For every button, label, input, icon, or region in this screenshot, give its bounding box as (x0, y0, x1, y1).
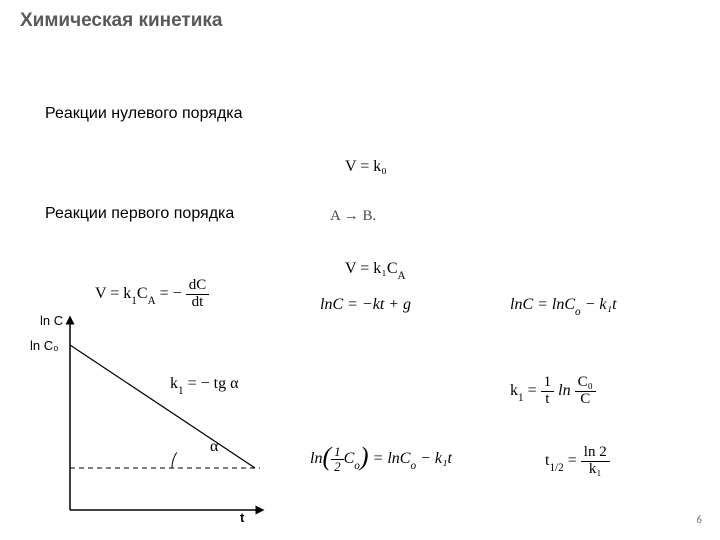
k1-f2-num: C₀ (575, 375, 596, 392)
thalf-den: k₁ (581, 462, 610, 478)
k1-sub: 1 (518, 392, 524, 404)
slope-post: = − tg α (184, 375, 239, 392)
eq-integrated-1: lnC = −kt + g (320, 296, 411, 314)
slope-sub: 1 (178, 385, 184, 397)
diff-eq: = − (156, 285, 186, 302)
paren-l: ( (322, 442, 331, 471)
thalf-eq: = (564, 452, 581, 469)
eq-reaction-scheme: A → B. (330, 208, 376, 225)
rate-lhs: V = k₁C (345, 260, 398, 277)
half-sub2: o (410, 460, 416, 472)
int2-pre: lnC = lnC (510, 296, 575, 313)
diff-sub1: 1 (131, 295, 137, 307)
eq-zero-order-rate: V = k₀ (345, 158, 387, 176)
half-frac: 12 (331, 445, 344, 473)
eq-half-derivation: ln(12Co) = lnCo − k₁t (310, 445, 452, 473)
diff-num: dC (186, 278, 210, 295)
half-post: − k₁t (416, 450, 452, 467)
k1-f2-den: C (575, 392, 596, 408)
slide-root: Химическая кинетика Реакции нулевого пор… (0, 0, 720, 540)
slope-pre: k (170, 375, 178, 392)
angle-arc (172, 452, 177, 468)
diff-sub2: A (148, 295, 156, 307)
k1-ln: ln (554, 382, 574, 399)
page-number: 6 (696, 513, 702, 526)
diff-lhs: V = k (95, 285, 131, 302)
thalf-frac: ln 2k₁ (581, 445, 610, 478)
angle-label: α (210, 438, 218, 456)
k1-pre: k (510, 382, 518, 399)
k1-f1-num: 1 (541, 375, 555, 392)
k1-mid: = (524, 382, 541, 399)
half-pre: ln (310, 450, 322, 467)
eq-first-order-rate: V = k₁CA (345, 260, 406, 280)
k1-f1-den: t (541, 392, 555, 408)
int2-sub: o (575, 306, 581, 318)
half-den: 2 (331, 460, 344, 474)
rate-sub: A (398, 270, 406, 282)
heading-zero-order: Реакции нулевого порядка (45, 105, 243, 123)
diff-frac: dCdt (186, 278, 210, 311)
half-mid: C (344, 450, 355, 467)
x-axis-label: t (240, 510, 244, 525)
int2-post: − k₁t (581, 296, 617, 313)
eq-slope: k1 = − tg α (170, 375, 238, 395)
eq-rate-differential: V = k1CA = − dCdt (95, 278, 209, 311)
paren-r: ) (360, 442, 369, 471)
thalf-num: ln 2 (581, 445, 610, 462)
slide-title: Химическая кинетика (20, 10, 223, 32)
k1-frac2: C₀C (575, 375, 596, 408)
eq-half-life: t1/2 = ln 2k₁ (545, 445, 610, 478)
diff-mid: C (137, 285, 148, 302)
heading-first-order: Реакции первого порядка (45, 205, 234, 223)
diff-den: dt (186, 295, 210, 311)
eq-k1-solved: k1 = 1t ln C₀C (510, 375, 596, 408)
half-eq: = lnC (369, 450, 411, 467)
k1-frac1: 1t (541, 375, 555, 408)
plot-line (70, 345, 255, 468)
half-num: 1 (331, 445, 344, 460)
thalf-sub: 1/2 (549, 462, 563, 474)
eq-integrated-2: lnC = lnCo − k₁t (510, 296, 617, 316)
y0-label: ln C₀ (30, 338, 59, 353)
y-axis-label: ln C (40, 313, 63, 328)
